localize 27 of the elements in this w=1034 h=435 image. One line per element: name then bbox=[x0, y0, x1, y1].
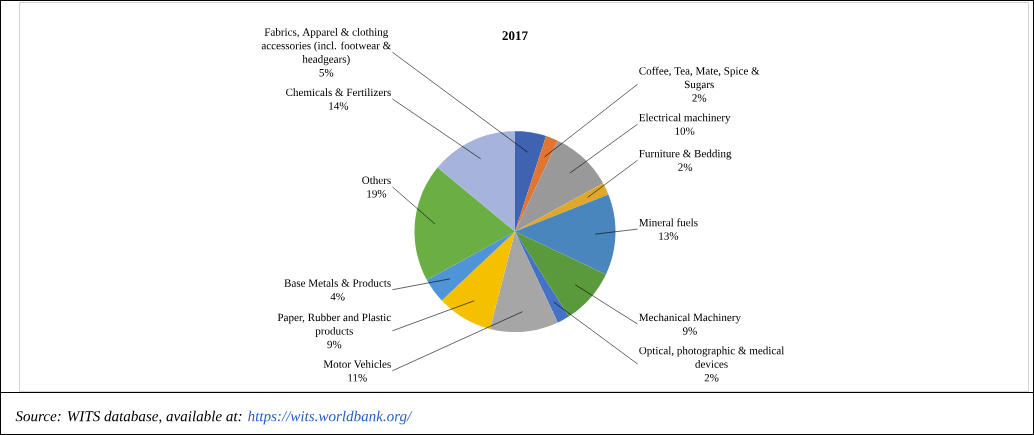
slice-label: Others bbox=[362, 176, 391, 184]
data-label: 4% bbox=[330, 292, 345, 301]
data-label: 19% bbox=[367, 190, 387, 198]
slice-label: Optical, photographic & medical devices bbox=[639, 346, 785, 368]
data-label: 11% bbox=[348, 373, 367, 382]
source-note: Source: WITS database, available at: bbox=[15, 410, 242, 424]
slice-label: Paper, Rubber and Plastic products bbox=[277, 313, 391, 337]
data-label: 2% bbox=[692, 94, 707, 102]
slice-label: Mechanical Machinery bbox=[639, 313, 741, 324]
text: https://wits.worldbank.org/ bbox=[248, 410, 413, 425]
data-label: 10% bbox=[675, 127, 695, 135]
data-label: 9% bbox=[682, 327, 697, 335]
slice-label: Base Metals & Products bbox=[284, 278, 391, 287]
slice-label: Chemicals & Fertilizers bbox=[286, 88, 391, 96]
data-label: 2% bbox=[678, 163, 693, 171]
slice-label: Electrical machinery bbox=[639, 113, 731, 124]
chart-title: 2017 bbox=[502, 31, 528, 41]
data-label: 5% bbox=[319, 68, 334, 77]
slice-label: Motor Vehicles bbox=[323, 360, 391, 368]
slice-label: Furniture & Bedding bbox=[639, 149, 732, 160]
slice-label: Fabrics, Apparel & clothing accessories (incl. footwear & headgears) bbox=[261, 27, 392, 66]
slice-label: Mineral fuels bbox=[639, 218, 698, 227]
data-label: 13% bbox=[659, 232, 679, 240]
data-label: 2% bbox=[704, 373, 719, 382]
data-label: 9% bbox=[327, 340, 342, 349]
slice-label: Coffee, Tea, Mate, Spice & Sugars bbox=[639, 66, 760, 91]
data-label: 14% bbox=[329, 102, 349, 110]
